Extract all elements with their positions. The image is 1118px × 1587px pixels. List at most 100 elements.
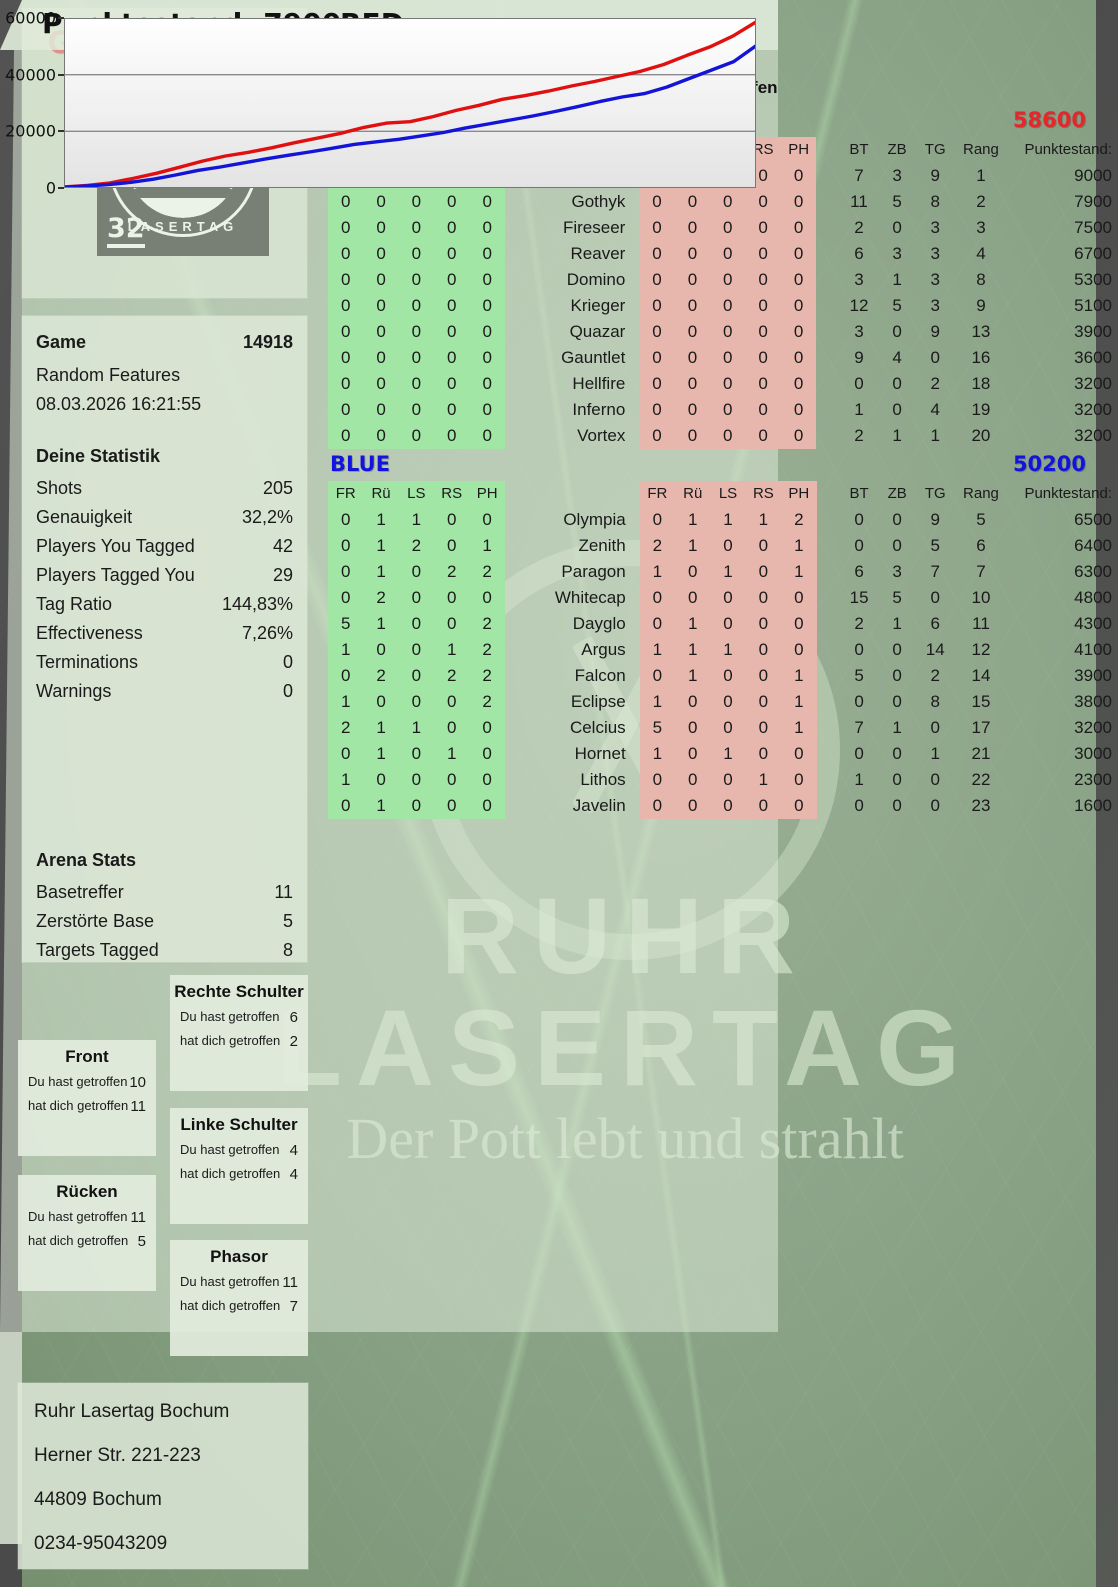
cell-them: 1 xyxy=(639,637,676,663)
game-id: 14918 xyxy=(242,332,293,352)
cell-them: 0 xyxy=(639,767,676,793)
table-row[interactable]: 0 0 0 0 0 Gauntlet 0 0 0 0 0 9 4 0 16 3600 xyxy=(328,345,1118,371)
cell-you: 0 xyxy=(328,215,364,241)
cell-tg: 0 xyxy=(930,796,940,815)
cell-bt: 2 xyxy=(854,426,864,445)
cell-them: 0 xyxy=(675,741,711,767)
table-row[interactable]: 0 0 0 0 0 Inferno 0 0 0 0 0 1 0 4 19 3200 xyxy=(328,397,1118,423)
table-row[interactable]: 0 0 0 0 0 Quazar 0 0 0 0 0 3 0 9 13 3900 xyxy=(328,319,1118,345)
cell-them: 0 xyxy=(745,585,782,611)
cell-gap xyxy=(816,267,840,293)
cell-rang: 1 xyxy=(976,166,986,185)
table-row[interactable]: 0 1 0 2 2 Paragon 1 0 1 0 1 6 3 7 7 6300 xyxy=(328,559,1118,585)
cell-them: 0 xyxy=(674,267,711,293)
table-row[interactable]: 0 0 0 0 0 Reaver 0 0 0 0 0 6 3 3 4 6700 xyxy=(328,241,1118,267)
cell-you: 0 xyxy=(469,585,505,611)
cell-them: 0 xyxy=(781,637,817,663)
cell-them: 0 xyxy=(710,397,746,423)
table-row[interactable]: 1 0 0 0 2 Eclipse 1 0 0 0 1 0 0 8 15 3800 xyxy=(328,689,1118,715)
table-row[interactable]: 0 2 0 0 0 Whitecap 0 0 0 0 0 15 5 0 10 4800 xyxy=(328,585,1118,611)
cell-player-name: Krieger xyxy=(570,296,626,315)
table-row[interactable]: 0 2 0 2 2 Falcon 0 1 0 0 1 5 0 2 14 3900 xyxy=(328,663,1118,689)
table-row[interactable]: 0 0 0 0 0 Hellfire 0 0 0 0 0 0 0 2 18 3200 xyxy=(328,371,1118,397)
cell-them: 0 xyxy=(674,397,711,423)
cell-you: 0 xyxy=(469,793,505,819)
label: Du hast getroffen xyxy=(180,1274,280,1289)
cell-gap xyxy=(817,793,841,819)
cell-them: 0 xyxy=(745,397,781,423)
table-row[interactable]: 1 0 0 1 2 Argus 1 1 1 0 0 0 0 14 12 4100 xyxy=(328,637,1118,663)
cell-them: 0 xyxy=(674,189,711,215)
cell-them: 0 xyxy=(674,215,711,241)
cell-pts: 3200 xyxy=(1074,400,1112,419)
plot-background xyxy=(64,18,756,188)
cell-you: 0 xyxy=(433,767,470,793)
cell-them: 0 xyxy=(639,793,676,819)
cell-them: 0 xyxy=(781,767,817,793)
cell-bt: 7 xyxy=(854,718,864,737)
table-row[interactable]: 5 1 0 0 2 Dayglo 0 1 0 0 0 2 1 6 11 4300 xyxy=(328,611,1118,637)
cell-you: 0 xyxy=(398,559,434,585)
cell-zb: 0 xyxy=(892,744,902,763)
table-row[interactable]: 0 0 0 0 0 Krieger 0 0 0 0 0 12 5 3 9 5100 xyxy=(328,293,1118,319)
body-part-you-row: Du hast getroffen 11 xyxy=(18,1202,156,1226)
cell-rang: 6 xyxy=(976,536,986,555)
cell-tg: 0 xyxy=(930,770,940,789)
cell-them: 0 xyxy=(745,637,782,663)
cell-them: 1 xyxy=(710,637,746,663)
stat-value: 205 xyxy=(262,478,293,498)
cell-zb: 3 xyxy=(892,166,902,185)
table-row[interactable]: 0 1 2 0 1 Zenith 2 1 0 0 1 0 0 5 6 6400 xyxy=(328,533,1118,559)
table-row[interactable]: 0 1 0 1 0 Hornet 1 0 1 0 0 0 0 1 21 3000 xyxy=(328,741,1118,767)
cell-tg: 3 xyxy=(930,218,940,237)
cell-zb: 0 xyxy=(892,640,902,659)
cell-bt: 2 xyxy=(854,218,864,237)
cell-rang: 9 xyxy=(976,296,986,315)
cell-you: 1 xyxy=(469,533,505,559)
cell-player-name: Gothyk xyxy=(571,192,626,211)
address-line: 44809 Bochum xyxy=(34,1489,162,1510)
cell-gap xyxy=(817,767,841,793)
cell-you: 0 xyxy=(433,689,470,715)
cell-you: 0 xyxy=(363,215,399,241)
cell-them: 1 xyxy=(639,741,676,767)
table-row[interactable]: 1 0 0 0 0 Lithos 0 0 0 1 0 1 0 0 22 2300 xyxy=(328,767,1118,793)
cell-you: 0 xyxy=(328,663,364,689)
table-row[interactable]: 0 0 0 0 0 Domino 0 0 0 0 0 3 1 3 8 5300 xyxy=(328,267,1118,293)
cell-you: 0 xyxy=(469,397,506,423)
table-row[interactable]: 0 0 0 0 0 Vortex 0 0 0 0 0 2 1 1 20 3200 xyxy=(328,423,1118,449)
cell-you: 0 xyxy=(363,637,399,663)
cell-them: 0 xyxy=(710,715,746,741)
cell-you: 0 xyxy=(398,793,434,819)
cell-them: 0 xyxy=(710,793,746,819)
table-row[interactable]: 2 1 1 0 0 Celcius 5 0 0 0 1 7 1 0 17 3200 xyxy=(328,715,1118,741)
cell-bt: 7 xyxy=(854,166,864,185)
body-part-them-row: hat dich getroffen 2 xyxy=(170,1026,308,1050)
cell-them: 1 xyxy=(675,507,711,533)
cell-player-name: Fireseer xyxy=(562,218,626,237)
table-row[interactable]: 0 0 0 0 0 Gothyk 0 0 0 0 0 11 5 8 2 7900 xyxy=(328,189,1118,215)
cell-them: 0 xyxy=(675,559,711,585)
cell-you: 2 xyxy=(363,663,399,689)
cell-zb: 1 xyxy=(892,270,902,289)
cell-them: 0 xyxy=(639,585,676,611)
stat-label: Zerstörte Base xyxy=(36,911,155,931)
col-header-you-PH: PH xyxy=(469,481,505,507)
cell-you: 0 xyxy=(363,397,399,423)
cell-them: 0 xyxy=(780,241,817,267)
cell-you: 0 xyxy=(328,319,364,345)
cell-you: 0 xyxy=(434,241,470,267)
table-row[interactable]: 0 1 0 0 0 Javelin 0 0 0 0 0 0 0 0 23 1600 xyxy=(328,793,1118,819)
cell-them: 0 xyxy=(710,423,746,449)
team-label-blue: BLUE xyxy=(330,452,391,476)
stat-value: 144,83% xyxy=(221,594,293,614)
table-row[interactable]: 0 1 1 0 0 Olympia 0 1 1 1 2 0 0 9 5 6500 xyxy=(328,507,1118,533)
table-row[interactable]: 0 0 0 0 0 Fireseer 0 0 0 0 0 2 0 3 3 7500 xyxy=(328,215,1118,241)
value: 11 xyxy=(130,1209,146,1226)
cell-player-name: Hornet xyxy=(574,744,626,763)
cell-tg: 7 xyxy=(930,562,940,581)
cell-you: 0 xyxy=(328,423,364,449)
cell-you: 0 xyxy=(328,585,364,611)
cell-them: 0 xyxy=(780,163,817,189)
cell-rang: 15 xyxy=(971,692,991,711)
